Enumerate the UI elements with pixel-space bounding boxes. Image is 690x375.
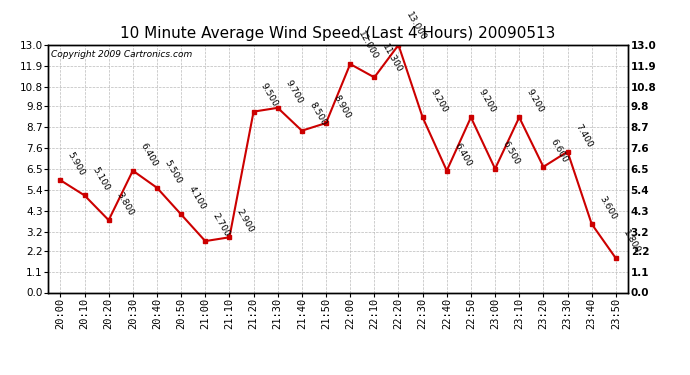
Text: 2.900: 2.900: [235, 208, 256, 234]
Text: 5.900: 5.900: [66, 150, 87, 177]
Text: 8.900: 8.900: [332, 93, 353, 120]
Text: 4.100: 4.100: [187, 185, 208, 211]
Text: 5.500: 5.500: [163, 158, 184, 185]
Text: 6.400: 6.400: [453, 141, 473, 168]
Text: 1.800: 1.800: [622, 228, 642, 255]
Text: 3.600: 3.600: [598, 194, 618, 221]
Text: Copyright 2009 Cartronics.com: Copyright 2009 Cartronics.com: [51, 50, 193, 59]
Text: 11.300: 11.300: [380, 43, 404, 75]
Text: 6.600: 6.600: [549, 137, 570, 164]
Text: 7.400: 7.400: [573, 122, 594, 149]
Text: 8.500: 8.500: [308, 101, 328, 128]
Text: 5.100: 5.100: [90, 166, 111, 193]
Text: 9.500: 9.500: [259, 82, 280, 109]
Text: 13.000: 13.000: [404, 10, 428, 42]
Text: 3.800: 3.800: [115, 190, 135, 217]
Title: 10 Minute Average Wind Speed (Last 4 Hours) 20090513: 10 Minute Average Wind Speed (Last 4 Hou…: [121, 26, 555, 41]
Text: 9.200: 9.200: [525, 88, 546, 115]
Text: 12.000: 12.000: [356, 30, 380, 61]
Text: 6.400: 6.400: [139, 141, 159, 168]
Text: 9.200: 9.200: [428, 88, 449, 115]
Text: 9.200: 9.200: [477, 88, 497, 115]
Text: 9.700: 9.700: [284, 78, 304, 105]
Text: 2.700: 2.700: [211, 211, 232, 238]
Text: 6.500: 6.500: [501, 139, 522, 166]
